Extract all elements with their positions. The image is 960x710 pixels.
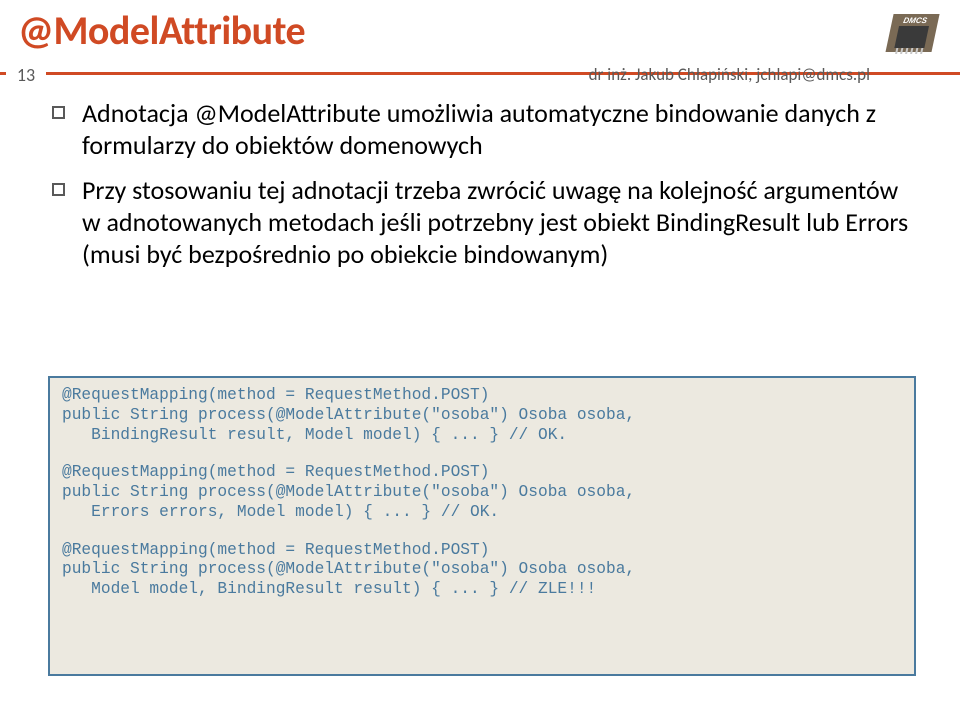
code-block: @RequestMapping(method = RequestMethod.P…: [48, 376, 916, 676]
logo-label: DMCS: [902, 16, 928, 25]
bullet-item: Adnotacja @ModelAttribute umożliwia auto…: [52, 98, 922, 161]
code-line: BindingResult result, Model model) { ...…: [62, 426, 902, 446]
code-line: @RequestMapping(method = RequestMethod.P…: [62, 463, 902, 483]
page-number: 13: [6, 62, 46, 88]
dmcs-logo: DMCS: [884, 12, 946, 58]
code-line: @RequestMapping(method = RequestMethod.P…: [62, 541, 902, 561]
code-line: public String process(@ModelAttribute("o…: [62, 406, 902, 426]
code-line: public String process(@ModelAttribute("o…: [62, 560, 902, 580]
slide-title: @ModelAttribute: [18, 6, 305, 55]
footer-credit: dr inż. Jakub Chłapiński, jchlapi@dmcs.p…: [589, 64, 870, 85]
slide: @ModelAttribute DMCS 13 dr inż. Jakub Ch…: [0, 0, 960, 710]
code-line: @RequestMapping(method = RequestMethod.P…: [62, 386, 902, 406]
code-line: Model model, BindingResult result) { ...…: [62, 580, 902, 600]
code-line: public String process(@ModelAttribute("o…: [62, 483, 902, 503]
bullet-item: Przy stosowaniu tej adnotacji trzeba zwr…: [52, 175, 922, 270]
bullet-list: Adnotacja @ModelAttribute umożliwia auto…: [52, 98, 922, 285]
code-line: Errors errors, Model model) { ... } // O…: [62, 503, 902, 523]
